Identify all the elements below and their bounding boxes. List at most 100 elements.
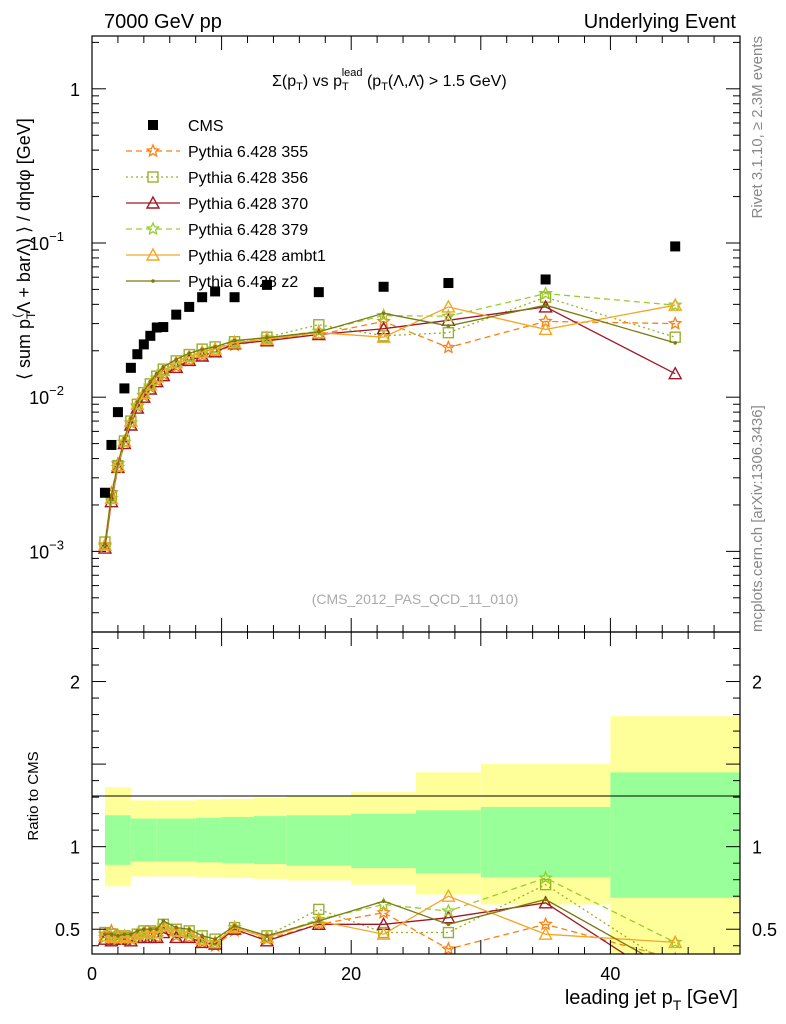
process-label: Underlying Event	[584, 11, 737, 33]
ratio-point-pythia-6-428-z2	[109, 932, 114, 936]
data-point-pythia-6-428-z2	[116, 461, 120, 466]
data-point-cms	[261, 279, 272, 290]
data-point-pythia-6-428-z2	[129, 416, 133, 421]
ratio-point-pythia-6-428-z2	[673, 970, 677, 974]
legend-entry-pythia-6-428-379: Pythia 6.428 379	[126, 221, 308, 239]
data-point-pythia-6-428-z2	[142, 389, 146, 393]
ratio-axis-ticks: 0 20 40 0.5 0.5 1 1 2 2	[55, 632, 777, 984]
legend-entry-pythia-6-428-z2: Pythia 6.428 z2	[126, 274, 298, 291]
ratio-point-pythia-6-428-379	[227, 919, 242, 934]
ratio-point-pythia-6-428-ambt1	[538, 926, 553, 940]
band-green	[610, 772, 740, 898]
ratio-point-pythia-6-428-z2	[381, 899, 386, 903]
data-point-pythia-6-428-z2	[174, 357, 179, 362]
data-point-pythia-6-428-z2	[232, 338, 237, 343]
series-pythia-6-428-ambt1	[97, 297, 683, 551]
data-point-cms	[99, 487, 110, 498]
tick-base: 10	[29, 234, 49, 254]
legend-entry-pythia-6-428-356: Pythia 6.428 356	[126, 170, 308, 187]
data-point-pythia-6-428-z2	[200, 347, 204, 352]
title-part-b: ) vs p	[303, 73, 342, 90]
data-point-cms	[313, 287, 324, 298]
data-point-pythia-6-428-355	[441, 339, 456, 354]
title-part-c: (p	[363, 73, 382, 90]
data-point-cms	[540, 274, 551, 285]
data-point-pythia-6-428-z2	[109, 493, 114, 498]
data-point-pythia-6-428-z2	[673, 341, 677, 345]
ratio-point-pythia-6-428-379	[156, 918, 171, 933]
ratio-point-pythia-6-428-ambt1	[668, 934, 683, 949]
data-point-pythia-6-428-379	[311, 323, 327, 338]
legend-swatch-marker	[147, 171, 159, 183]
ratio-point-pythia-6-428-ambt1	[194, 931, 210, 945]
band-green	[416, 810, 481, 874]
ratio-y-tick-label-right: 1	[752, 838, 762, 858]
xlabel-unit: [GeV]	[681, 987, 738, 1009]
data-point-pythia-6-428-379	[117, 434, 132, 449]
data-point-pythia-6-428-z2	[213, 345, 217, 349]
ratio-point-pythia-6-428-379	[538, 870, 553, 885]
data-point-pythia-6-428-ambt1	[538, 321, 553, 336]
data-point-pythia-6-428-z2	[148, 379, 153, 384]
data-point-pythia-6-428-355	[667, 315, 683, 330]
band-green	[254, 816, 287, 865]
ratio-point-pythia-6-428-379	[441, 903, 456, 918]
band-green	[351, 813, 416, 869]
legend-label: Pythia 6.428 379	[188, 222, 308, 239]
data-point-pythia-6-428-z2	[446, 324, 451, 328]
data-point-pythia-6-428-ambt1	[227, 335, 242, 349]
tick-exponent: −2	[49, 383, 64, 398]
data-point-pythia-6-428-ambt1	[182, 349, 197, 363]
legend-label: Pythia 6.428 370	[188, 196, 308, 213]
data-point-pythia-6-428-ambt1	[143, 377, 158, 391]
ratio-y-tick-label: 1	[70, 838, 80, 858]
band-green	[221, 816, 254, 864]
legend-swatch-marker	[145, 143, 161, 158]
ylabel-part-b: Λ + barΛ) ⟩ / dηdφ [GeV]	[14, 118, 34, 313]
ratio-point-pythia-6-428-379	[207, 934, 223, 949]
data-point-pythia-6-428-z2	[155, 371, 159, 376]
legend-label: CMS	[188, 118, 224, 135]
band-green	[286, 815, 352, 866]
ratio-point-pythia-6-428-z2	[232, 924, 237, 928]
ratio-point-pythia-6-428-z2	[187, 927, 191, 932]
energy-label: 7000 GeV pp	[104, 11, 222, 33]
data-point-pythia-6-428-379	[194, 344, 210, 358]
xlabel-main: leading jet p	[565, 987, 673, 1009]
legend: CMS Pythia 6.428 355 Pythia 6.428 356 Pythi…	[126, 118, 326, 291]
data-point-pythia-6-428-ambt1	[194, 344, 210, 358]
ratio-point-pythia-6-428-z2	[161, 919, 166, 923]
ratio-series-pythia-6-428-z2	[103, 897, 677, 974]
data-point-pythia-6-428-379	[441, 308, 456, 323]
series-pythia-6-428-356	[99, 291, 681, 548]
title-part-c-sub: T	[381, 81, 388, 93]
data-point-pythia-6-428-ambt1	[376, 329, 391, 343]
legend-label: Pythia 6.428 356	[188, 170, 308, 187]
data-point-pythia-6-428-z2	[265, 335, 269, 340]
data-point-pythia-6-428-z2	[317, 330, 321, 334]
title-part-b-sup: lead	[342, 67, 363, 79]
data-point-pythia-6-428-379	[142, 378, 158, 393]
data-point-pythia-6-428-379	[97, 538, 113, 553]
band-green	[156, 818, 196, 862]
data-point-pythia-6-428-z2	[381, 311, 386, 316]
data-point-cms	[443, 278, 454, 289]
data-point-pythia-6-428-ambt1	[97, 537, 113, 551]
legend-swatch-marker	[145, 221, 161, 236]
ratio-point-pythia-6-428-370	[538, 895, 553, 909]
ratio-point-pythia-6-428-355	[441, 941, 456, 954]
main-y-axis-label: ⟨ sum pT(Λ + barΛ) ⟩ / dηdφ [GeV]	[10, 118, 38, 380]
ratio-point-pythia-6-428-z2	[200, 934, 204, 938]
ratio-point-pythia-6-428-z2	[129, 932, 133, 936]
data-point-pythia-6-428-379	[207, 341, 223, 355]
data-point-cms	[112, 407, 123, 418]
ratio-point-pythia-6-428-ambt1	[97, 928, 113, 942]
x-tick-label: 40	[600, 964, 620, 984]
legend-entry-pythia-6-428-355: Pythia 6.428 355	[126, 143, 308, 161]
data-point-pythia-6-428-ambt1	[207, 341, 223, 355]
main-y-tick-label: 1	[70, 80, 80, 100]
ratio-y-tick-label-right: 2	[752, 673, 762, 693]
ratio-series-pythia-6-428-370	[97, 895, 626, 954]
tick-base: 10	[29, 388, 49, 408]
ratio-point-pythia-6-428-z2	[155, 927, 159, 932]
